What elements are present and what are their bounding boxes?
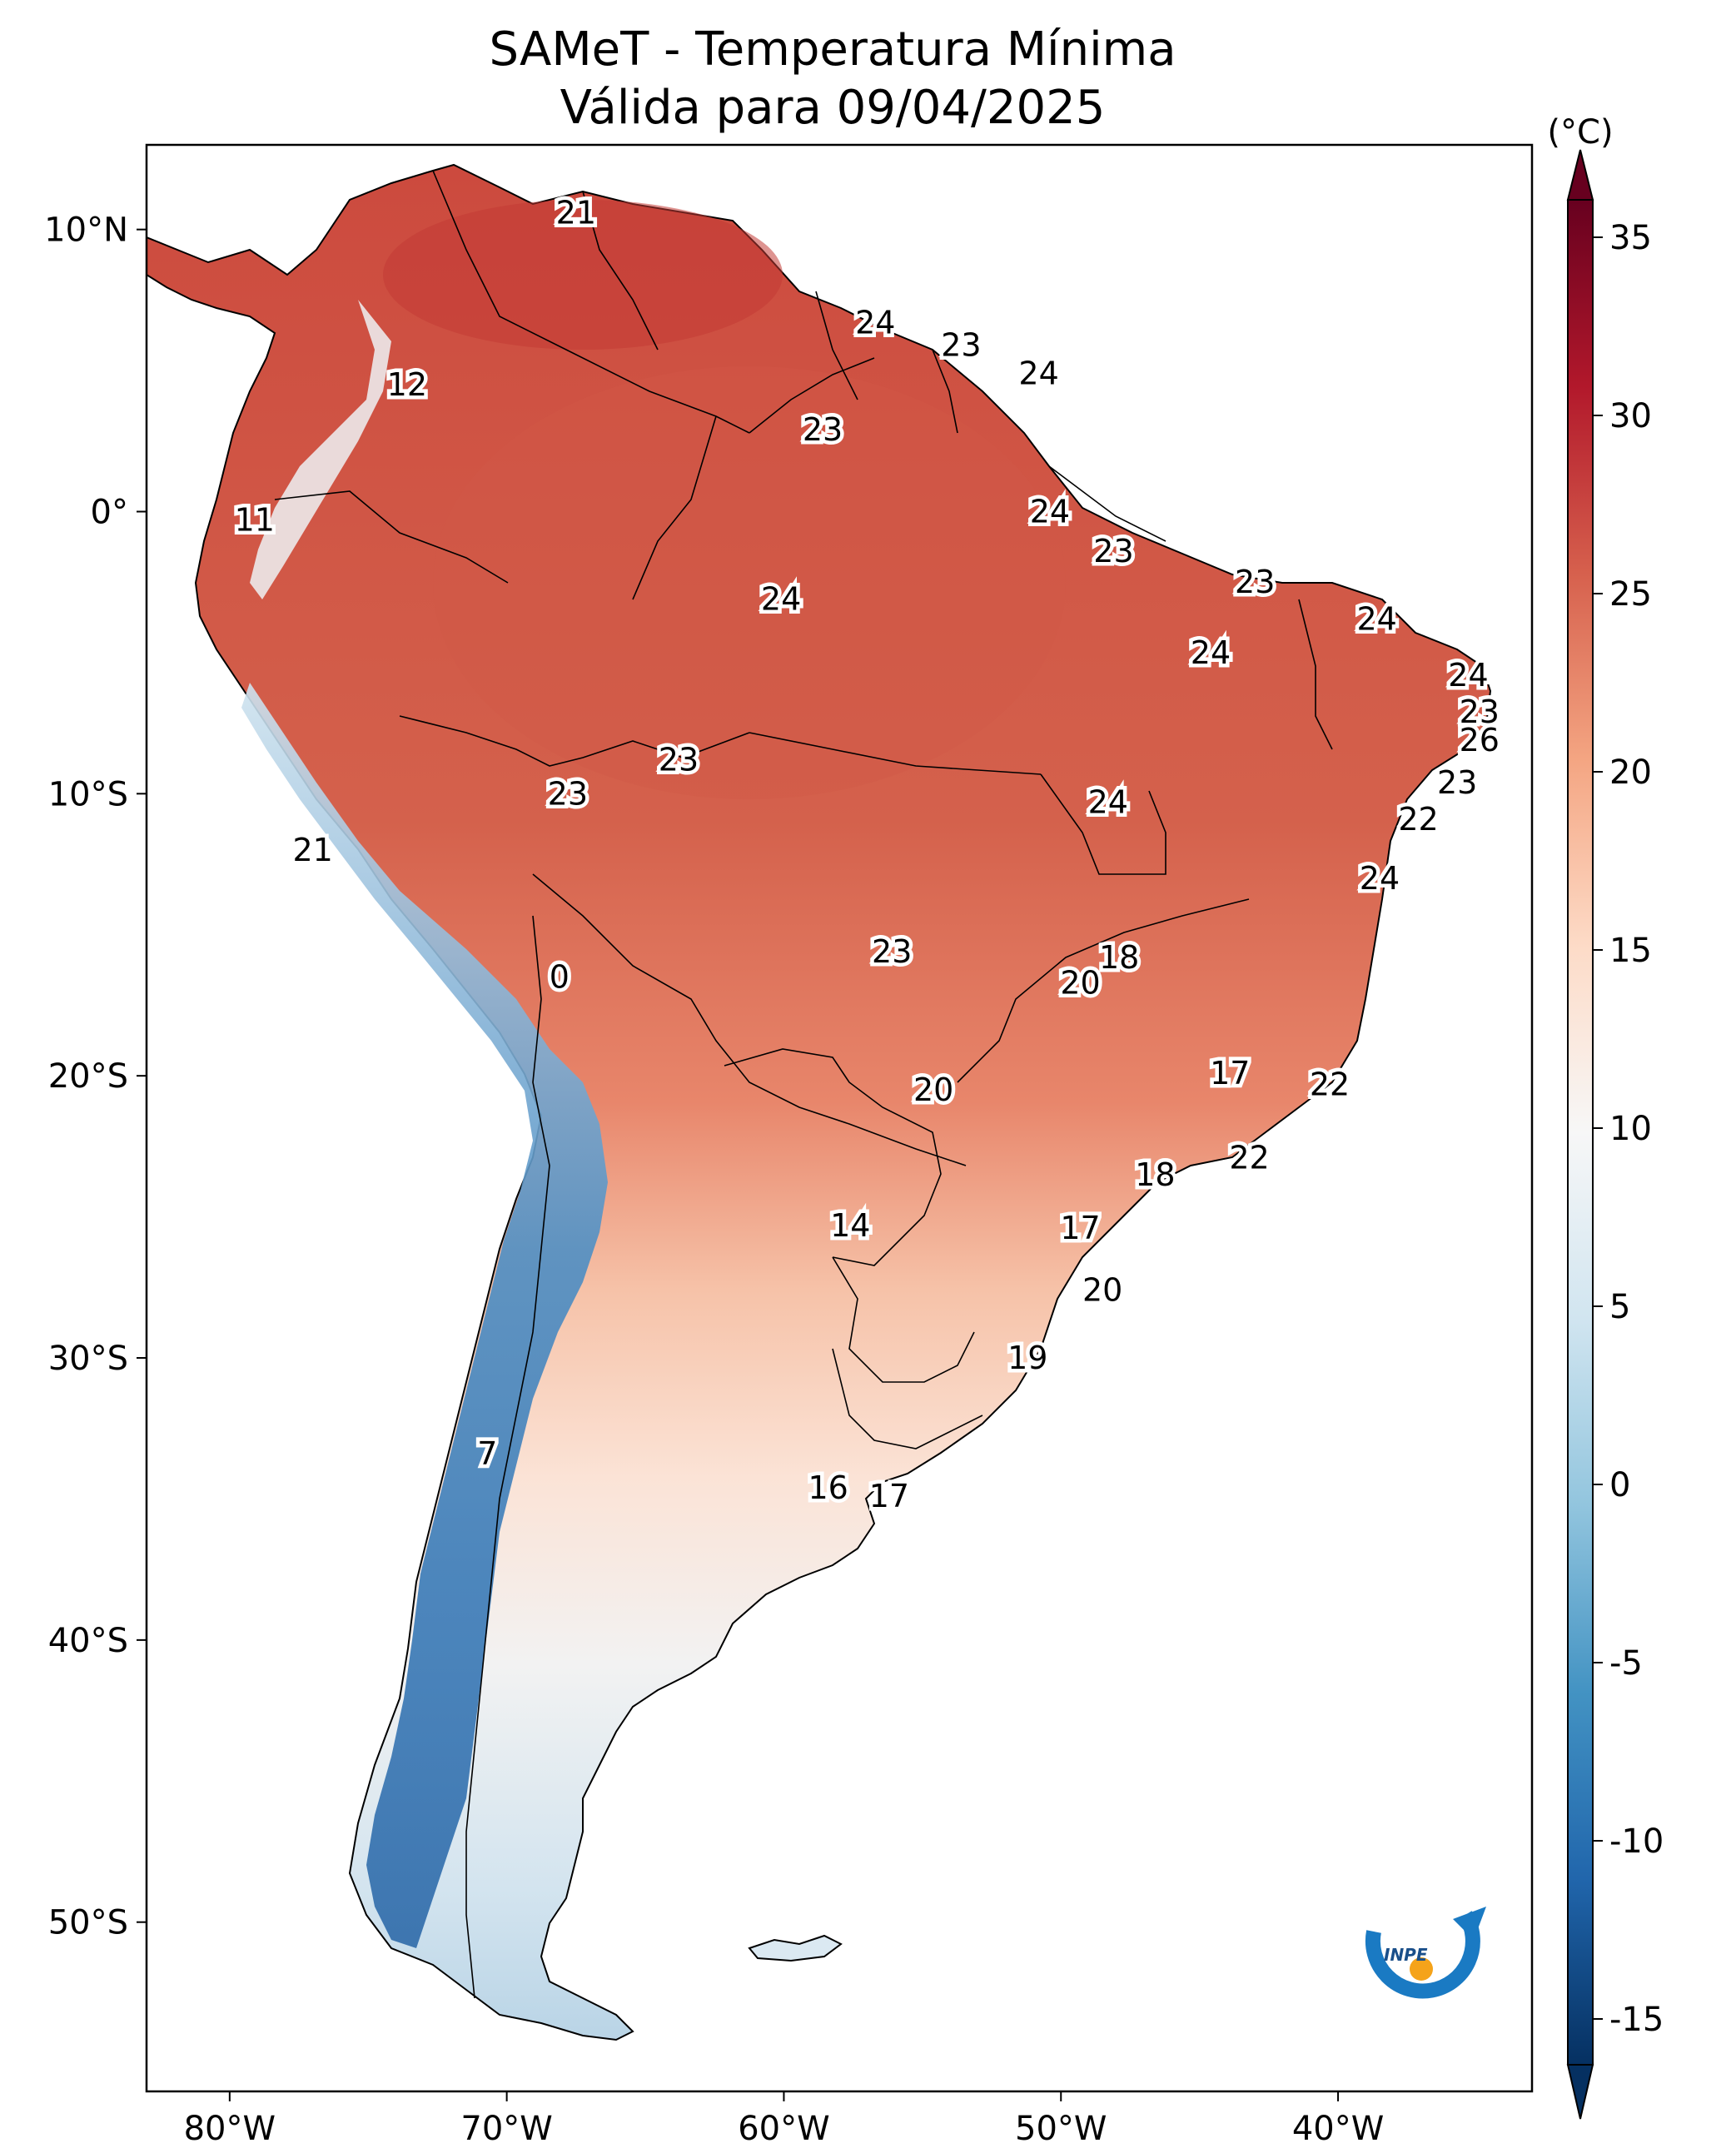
station-value-35: 19	[1007, 1340, 1047, 1376]
station-value-1: 24	[855, 304, 895, 341]
colorbar-tick-label-10: -15	[1609, 2001, 1664, 2039]
station-value-29: 20	[913, 1072, 953, 1108]
station-value-3: 24	[1018, 355, 1058, 391]
station-value-24: 18	[1099, 939, 1139, 976]
station-value-0: 21	[556, 194, 596, 231]
lat-tick-label-5: 40°S	[48, 1622, 128, 1660]
station-value-28: 22	[1310, 1066, 1350, 1102]
station-value-10: 24	[1356, 600, 1396, 637]
lat-tick-label-6: 50°S	[48, 1904, 128, 1942]
station-value-18: 23	[548, 775, 588, 812]
lon-tick-label-2: 60°W	[738, 2110, 829, 2148]
station-value-7: 11	[235, 502, 275, 539]
station-value-5: 23	[803, 411, 843, 448]
station-value-30: 22	[1229, 1139, 1269, 1176]
colorbar-tick-label-5: 10	[1609, 1110, 1652, 1148]
station-value-25: 20	[1060, 964, 1100, 1001]
lon-tick-label-1: 70°W	[460, 2110, 552, 2148]
falkland-islands	[748, 1934, 843, 1962]
inpe-logo-arc	[1365, 1911, 1480, 1999]
station-value-2: 23	[941, 327, 981, 364]
colorbar-unit-label: (°C)	[1547, 113, 1613, 152]
colorbar-tick-label-9: -10	[1609, 1822, 1664, 1861]
lon-tick-label-4: 40°W	[1292, 2110, 1384, 2148]
map-title-line1: SAMeT - Temperatura Mínima	[489, 22, 1176, 77]
station-value-11: 24	[761, 581, 801, 618]
colombian-andes-cool	[250, 300, 391, 599]
station-value-21: 21	[293, 832, 333, 868]
colorbar-tick-label-4: 15	[1609, 932, 1652, 970]
station-value-32: 14	[830, 1207, 870, 1244]
colorbar-tick-label-2: 25	[1609, 575, 1652, 614]
station-value-19: 24	[1088, 783, 1128, 820]
longitude-axis: 80°W 70°W 60°W 50°W 40°W	[184, 2091, 1384, 2148]
colorbar: (°C) 35 30 25 20 15 10 5 0 -5 -10 -15	[1547, 113, 1664, 2120]
station-value-37: 16	[808, 1469, 848, 1506]
lon-tick-label-0: 80°W	[184, 2110, 276, 2148]
lat-tick-label-4: 30°S	[48, 1340, 128, 1378]
station-value-22: 24	[1360, 860, 1400, 897]
latitude-axis: 10°N 0° 10°S 20°S 30°S 40°S 50°S	[44, 211, 147, 1942]
station-value-8: 23	[1093, 533, 1133, 569]
colorbar-tick-label-8: -5	[1609, 1644, 1643, 1683]
lat-tick-label-1: 0°	[91, 493, 128, 531]
colorbar-tick-label-6: 5	[1609, 1288, 1630, 1326]
warm-core-north	[383, 200, 783, 350]
inpe-logo-arrow	[1453, 1907, 1486, 1940]
country-borders	[274, 170, 1333, 1999]
station-value-12: 24	[1191, 634, 1231, 671]
station-value-20: 22	[1398, 801, 1438, 838]
colorbar-tick-label-7: 0	[1609, 1466, 1630, 1504]
station-value-36: 7	[477, 1435, 497, 1472]
lon-tick-label-3: 50°W	[1015, 2110, 1107, 2148]
station-value-13: 24	[1448, 657, 1488, 694]
station-value-16: 23	[659, 742, 699, 778]
colorbar-tick-label-0: 35	[1609, 219, 1652, 257]
station-value-6: 24	[1030, 493, 1070, 530]
lat-tick-label-0: 10°N	[44, 211, 128, 250]
warm-core-amazon	[433, 366, 1066, 799]
station-value-27: 17	[1210, 1055, 1250, 1091]
inpe-logo-dot	[1410, 1957, 1433, 1981]
station-value-34: 20	[1082, 1272, 1122, 1309]
lat-tick-label-3: 20°S	[48, 1057, 128, 1096]
andes-cold-band	[241, 683, 608, 1948]
station-value-14: 23	[1460, 694, 1500, 730]
colorbar-scale	[1567, 199, 1594, 2066]
colorbar-max-extension	[1566, 149, 1594, 201]
station-value-38: 17	[869, 1478, 909, 1514]
inpe-logo: INPE	[1365, 1907, 1486, 1999]
station-value-17: 23	[1437, 764, 1477, 801]
station-value-33: 17	[1060, 1210, 1100, 1246]
station-value-26: 0	[550, 959, 570, 996]
map-frame	[145, 143, 1534, 2093]
colorbar-tick-label-1: 30	[1609, 397, 1652, 435]
colorbar-ticks: 35 30 25 20 15 10 5 0 -5 -10 -15	[1593, 219, 1664, 2039]
station-value-9: 23	[1235, 564, 1275, 600]
lat-tick-label-2: 10°S	[48, 775, 128, 813]
map-title-line2: Válida para 09/04/2025	[560, 81, 1106, 135]
inpe-logo-text: INPE	[1384, 1945, 1428, 1965]
station-value-23: 23	[872, 933, 912, 970]
station-value-15: 26	[1460, 722, 1500, 758]
station-value-4: 12	[387, 366, 427, 403]
colorbar-min-extension	[1566, 2064, 1594, 2120]
station-value-31: 18	[1135, 1156, 1175, 1193]
colorbar-tick-label-3: 20	[1609, 753, 1652, 792]
